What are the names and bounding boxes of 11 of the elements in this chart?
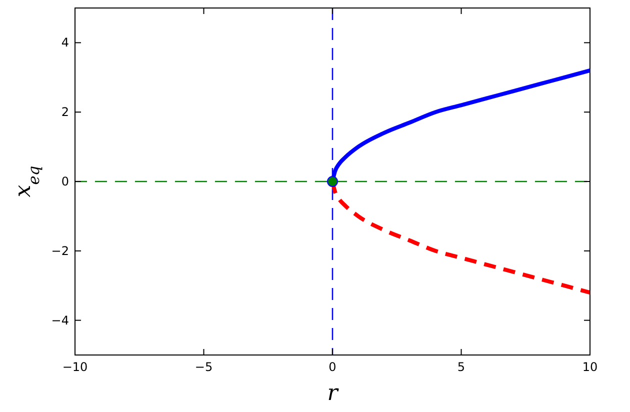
x-tick-label: 10 <box>582 360 598 374</box>
y-tick-label: −4 <box>51 313 69 328</box>
x-tick-label: 5 <box>457 360 466 374</box>
y-tick-label: 0 <box>61 174 69 188</box>
x-axis-title: r <box>327 381 340 406</box>
x-tick-label: −10 <box>62 360 88 374</box>
x-tick-label: 0 <box>328 360 336 374</box>
x-tick-label: −5 <box>194 360 213 374</box>
y-tick-label: 2 <box>61 105 69 120</box>
y-tick-label: 4 <box>61 36 69 50</box>
y-tick-label: −2 <box>51 244 69 258</box>
